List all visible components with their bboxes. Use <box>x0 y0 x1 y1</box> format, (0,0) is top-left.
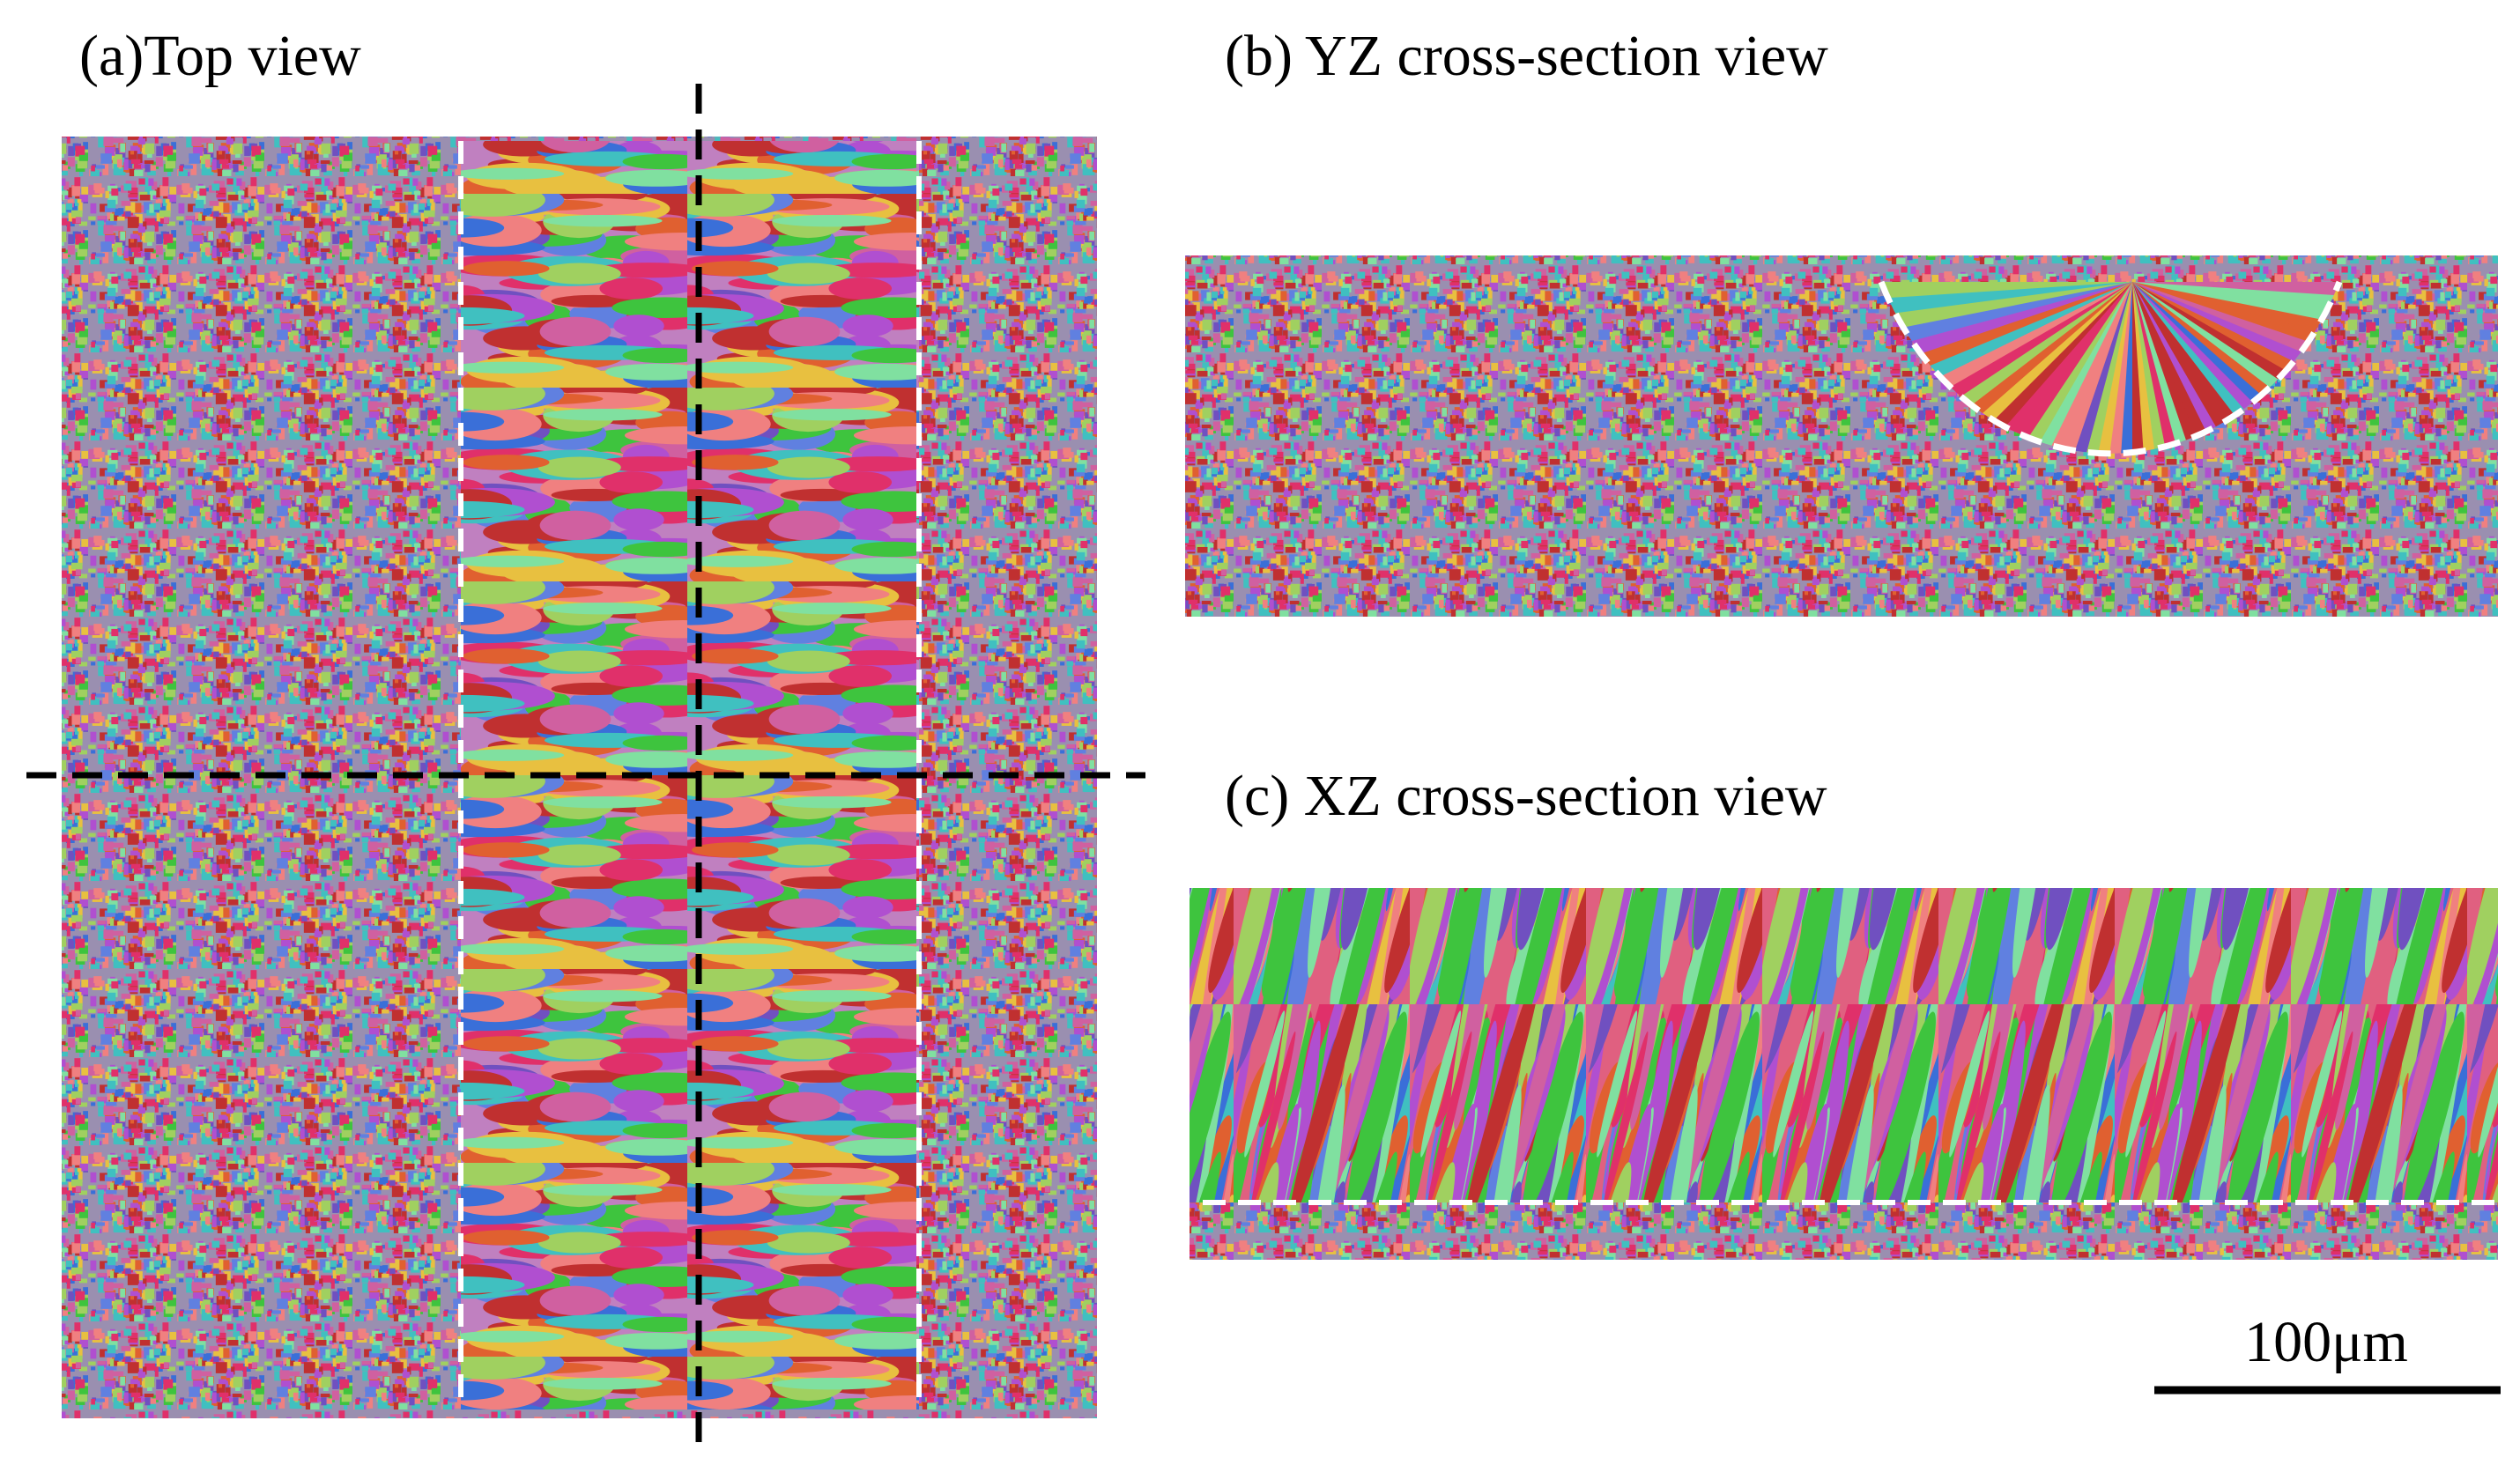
radial-grain <box>1881 282 2132 307</box>
pool-boundary <box>1878 280 2343 457</box>
radial-grain <box>2132 282 2228 454</box>
micrographs <box>26 84 2498 1445</box>
scale-label: 100μm <box>2244 1310 2408 1374</box>
radial-grain <box>2132 282 2181 454</box>
radial-grain <box>1881 282 2132 330</box>
radial-grain <box>2132 282 2274 454</box>
fine-region <box>1190 1202 2498 1260</box>
radial-grain <box>1881 282 2132 454</box>
columnar-region <box>1190 888 2498 1202</box>
radial-grain <box>2124 282 2157 454</box>
radial-grain <box>2132 282 2205 454</box>
radial-grain <box>1881 282 2132 446</box>
radial-grain <box>2132 282 2296 454</box>
radial-grain <box>1881 282 2132 378</box>
radial-grain <box>1881 282 2132 454</box>
radial-grain <box>1881 282 2132 454</box>
panel-title: (b) YZ cross-section view <box>1225 24 1828 88</box>
panel-title: (c) XZ cross-section view <box>1225 764 1827 828</box>
radial-grain <box>1881 282 2132 354</box>
radial-grain <box>1881 282 2132 402</box>
radial-grain <box>2132 282 2251 454</box>
radial-grain <box>1881 282 2132 424</box>
panel-title: (a)Top view <box>79 24 361 88</box>
